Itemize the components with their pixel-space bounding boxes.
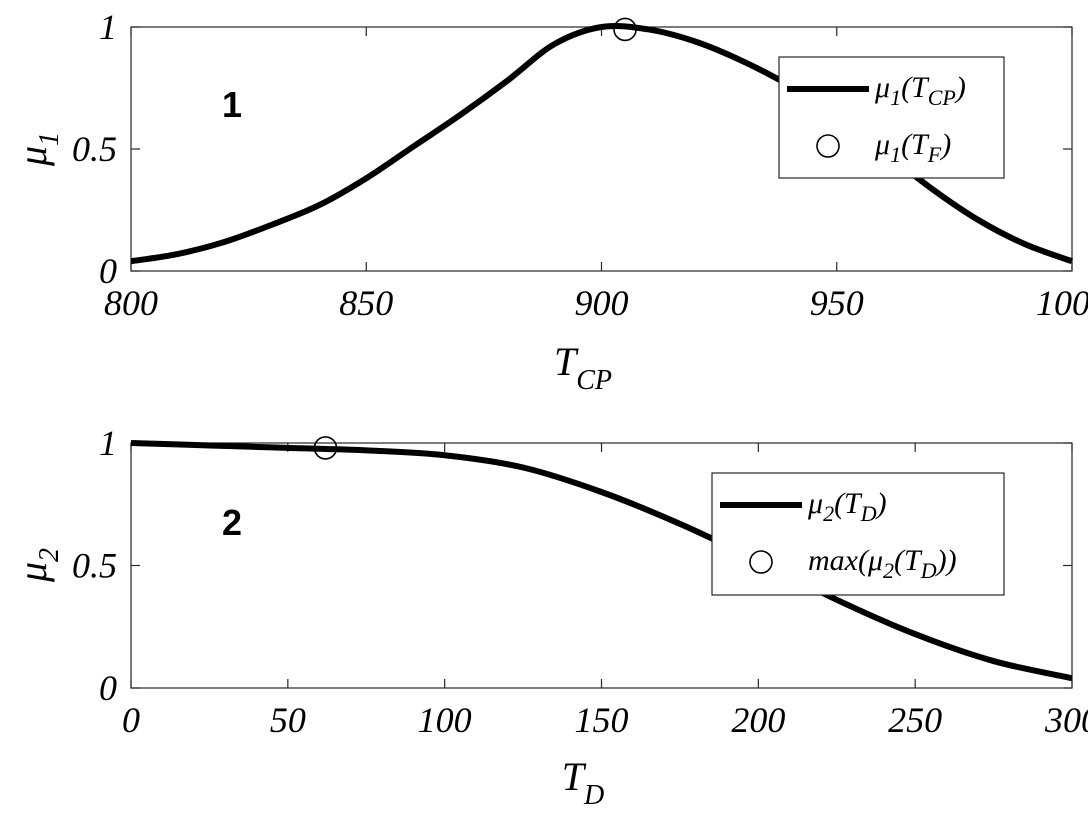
x-tick-label: 0 xyxy=(122,700,140,740)
x-tick-label: 50 xyxy=(270,700,306,740)
y-tick-label: 0 xyxy=(99,251,117,291)
legend-label: μ1(TF) xyxy=(874,128,951,167)
panel-2: 0 50 100 150 200 250 300 0 0.5 1 2 TD μ2 μ2(TD) max(μ2… xyxy=(10,423,1088,811)
legend: μ2(TD) max(μ2(TD)) xyxy=(711,472,1005,596)
legend-circle-swatch xyxy=(749,550,773,574)
y-axis-title: μ2 xyxy=(10,548,65,583)
y-axis-title: μ1 xyxy=(10,132,65,167)
x-tick-label: 950 xyxy=(810,283,864,323)
x-tick-label: 100 xyxy=(418,700,472,740)
panel-label: 1 xyxy=(222,84,242,125)
legend-box xyxy=(778,56,1005,179)
y-tick-label: 0 xyxy=(99,668,117,708)
legend-box xyxy=(711,472,1005,596)
legend-label: μ2(TD) xyxy=(807,487,887,526)
x-tick-label: 850 xyxy=(339,283,393,323)
x-axis-title: TCP xyxy=(554,339,612,396)
series-marker-2 xyxy=(313,436,338,460)
y-tick-label: 0.5 xyxy=(72,546,117,586)
x-tick-label: 150 xyxy=(575,700,629,740)
y-tick-label: 1 xyxy=(99,423,117,463)
legend-label: μ1(TCP) xyxy=(874,71,966,110)
legend-circle-swatch xyxy=(816,134,840,158)
panel-label: 2 xyxy=(222,502,242,543)
x-tick-label: 200 xyxy=(731,700,785,740)
y-tick-label: 0.5 xyxy=(72,129,117,169)
legend-label: max(μ2(TD)) xyxy=(808,544,957,583)
x-tick-label: 300 xyxy=(1044,700,1088,740)
y-tick-label: 1 xyxy=(99,7,117,47)
legend: μ1(TCP) μ1(TF) xyxy=(778,56,1005,179)
x-tick-label: 900 xyxy=(575,283,629,323)
x-tick-label: 800 xyxy=(104,283,158,323)
series-marker-2 xyxy=(613,17,637,42)
x-axis-title: TD xyxy=(562,754,604,811)
x-tick-label: 250 xyxy=(888,700,942,740)
series-line-1 xyxy=(130,440,1073,682)
